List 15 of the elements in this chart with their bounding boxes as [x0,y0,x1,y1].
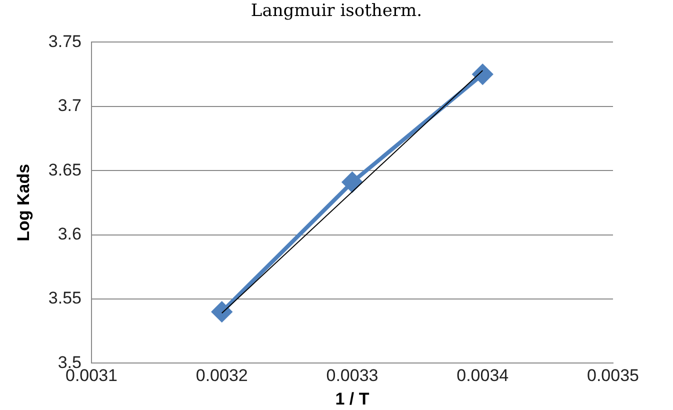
x-axis-title: 1 / T [335,389,370,408]
x-tick-label: 0.0033 [326,366,378,386]
x-tick-label: 0.0034 [456,366,509,386]
x-tick-label: 0.0035 [587,366,639,386]
y-tick-label: 3.7 [58,96,82,116]
y-tick-label: 3.65 [48,160,82,180]
chart-title: Langmuir isotherm. [250,0,424,22]
y-tick-label: 3.75 [48,32,82,51]
y-axis-title: Log Kads [14,164,33,242]
point [342,172,362,192]
y-tick-label: 3.55 [48,288,82,308]
y-tick-label: 3.6 [58,224,82,244]
point [212,302,232,322]
point [472,64,493,84]
x-tick-label: 0.0032 [196,366,248,386]
